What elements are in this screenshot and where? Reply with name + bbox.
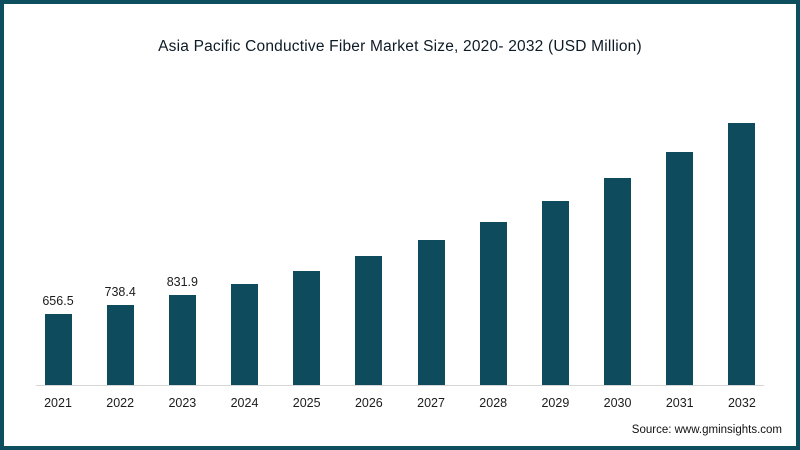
bar [293,271,321,385]
x-tick-label: 2028 [479,396,508,410]
x-tick-label: 2030 [603,396,632,410]
bar [417,240,445,385]
chart-title: Asia Pacific Conductive Fiber Market Siz… [158,38,642,55]
bar [728,123,756,385]
x-tick-label: 2024 [230,396,259,410]
bar [355,256,383,385]
x-tick-label: 2022 [106,396,135,410]
bar [604,178,632,385]
bar-data-label: 831.9 [166,275,198,289]
source-credit: Source: www.gminsights.com [631,424,782,436]
bar-group [471,85,515,385]
bar-group [409,85,453,385]
bar-group [658,85,702,385]
x-tick-label: 2027 [417,396,445,410]
x-axis-labels: 2021 2022 2023 2024 2025 2026 2027 2028 2029 2030… [36,396,764,410]
bar-group: 738.4 [98,85,142,385]
bar-plot: 656.5 738.4 831.9 [36,85,764,386]
bar [479,222,507,385]
bar-group: 831.9 [160,85,204,385]
bar-group [347,85,391,385]
x-tick-label: 2029 [541,396,570,410]
x-tick-label: 2025 [292,396,321,410]
bar-group: 656.5 [36,85,80,385]
bar-group [596,85,640,385]
x-tick-label: 2023 [168,396,197,410]
x-tick-label: 2021 [44,396,72,410]
bar [666,152,694,385]
bar-group [223,85,267,385]
bar-group [533,85,577,385]
bar [106,305,134,385]
x-tick-label: 2032 [727,396,756,410]
bar-data-label: 738.4 [104,285,136,299]
bar [541,201,569,385]
bar [168,295,196,385]
x-tick-label: 2026 [354,396,383,410]
bar [231,284,259,385]
bar-group [720,85,764,385]
bar-group [285,85,329,385]
bar [44,314,72,385]
x-tick-label: 2031 [665,396,694,410]
bar-data-label: 656.5 [42,294,74,308]
